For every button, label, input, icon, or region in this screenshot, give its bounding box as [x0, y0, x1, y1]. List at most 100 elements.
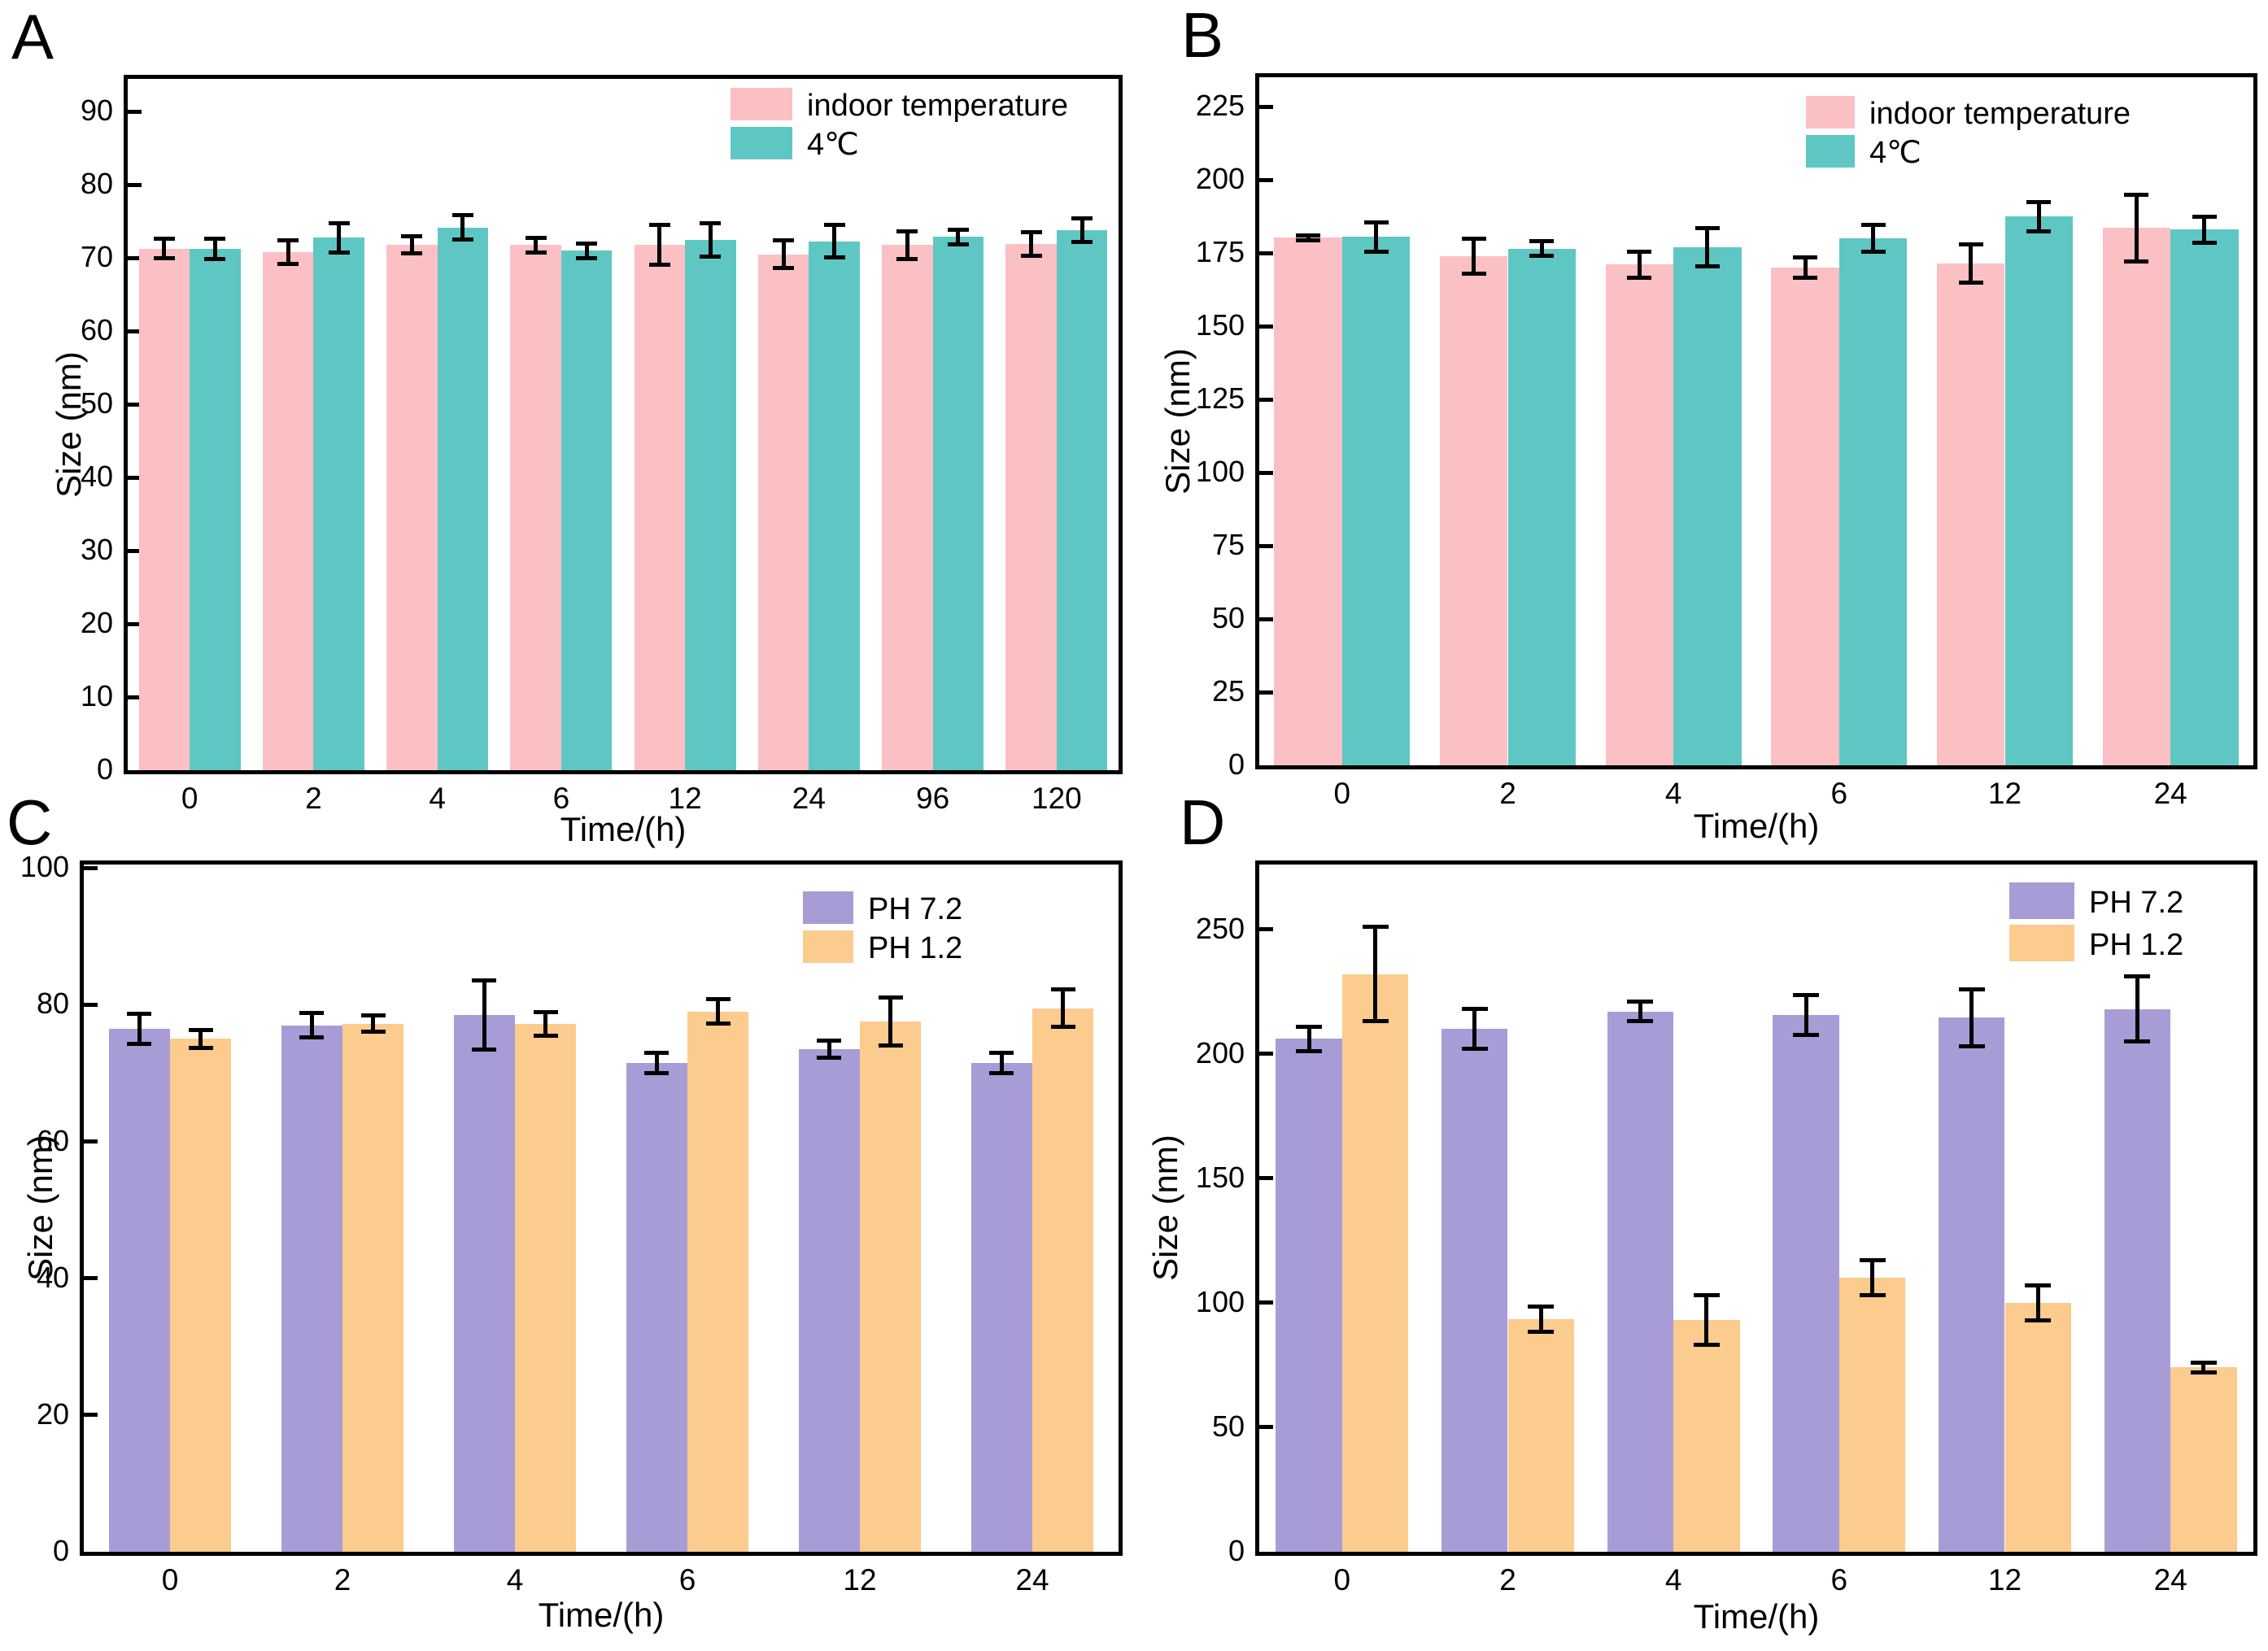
x-axis-tick-label: 12: [843, 1563, 877, 1597]
bar: [1005, 244, 1057, 770]
error-bar-cap-top: [648, 223, 670, 228]
error-bar-cap-top: [1362, 925, 1389, 930]
error-bar-line: [2135, 976, 2139, 1042]
bar: [1673, 246, 1742, 765]
error-bar-line: [2201, 1362, 2206, 1373]
error-bar-cap-top: [360, 1013, 386, 1018]
error-bar-cap-top: [1793, 993, 1820, 998]
x-axis-tick-label: 2: [334, 1563, 351, 1597]
y-axis-tick-label: 50: [1211, 601, 1245, 634]
bar: [882, 245, 933, 770]
bar: [626, 1062, 687, 1552]
error-bar-cap-top: [1296, 1024, 1323, 1029]
bar: [1673, 1320, 1740, 1552]
y-axis-tick: [84, 1002, 98, 1007]
error-bar-cap-bottom: [2026, 229, 2052, 233]
bar: [1773, 1015, 1839, 1552]
error-bar-cap-top: [1627, 249, 1652, 254]
bar: [190, 248, 241, 770]
bar: [138, 248, 190, 770]
bar: [262, 252, 314, 770]
y-axis-tick: [128, 402, 142, 407]
error-bar-line: [1704, 1295, 1709, 1345]
error-bar-line: [482, 980, 486, 1049]
error-bar-cap-bottom: [1627, 1019, 1654, 1024]
x-axis-tick-label: 12: [1987, 1563, 2022, 1597]
error-bar-cap-bottom: [2124, 259, 2149, 264]
bar: [2104, 1008, 2171, 1552]
error-bar-cap-top: [1529, 239, 1555, 244]
error-bar-line: [371, 1015, 376, 1032]
error-bar-cap-bottom: [1362, 1019, 1389, 1024]
bar: [2170, 229, 2239, 765]
bar: [687, 1011, 749, 1552]
bar: [453, 1014, 515, 1552]
error-bar-line: [1029, 232, 1034, 256]
error-bar-cap-top: [153, 237, 175, 242]
bar: [685, 239, 736, 770]
error-bar-line: [708, 223, 713, 257]
panel-d-y-axis-title: Size (nm): [1146, 1135, 1184, 1281]
error-bar-cap-bottom: [204, 256, 226, 261]
error-bar-cap-bottom: [1958, 1043, 1985, 1048]
y-axis-tick-label: 200: [1195, 1035, 1245, 1069]
y-axis-tick: [1259, 1300, 1273, 1305]
bar: [560, 250, 613, 770]
error-bar-cap-bottom: [2192, 240, 2217, 245]
error-bar-cap-top: [576, 241, 598, 246]
y-axis-tick: [128, 621, 142, 626]
error-bar-cap-top: [299, 1010, 325, 1015]
error-bar-cap-top: [700, 220, 722, 225]
y-axis-tick: [1259, 1052, 1273, 1056]
y-axis-tick-label: 60: [80, 313, 113, 347]
y-axis-tick: [84, 865, 98, 870]
bar: [108, 1028, 170, 1552]
bar: [386, 245, 438, 770]
error-bar-line: [309, 1013, 314, 1038]
error-bar-cap-bottom: [299, 1035, 325, 1040]
error-bar-cap-top: [1693, 1293, 1720, 1298]
legend-swatch: [2009, 882, 2074, 919]
y-axis-tick-label: 10: [80, 679, 113, 713]
error-bar-line: [1705, 228, 1710, 267]
legend-label: PH 1.2: [868, 931, 963, 965]
error-bar-line: [543, 1012, 548, 1036]
x-axis-tick-label: 6: [1830, 1563, 1848, 1597]
y-axis-tick: [84, 1413, 98, 1418]
error-bar-cap-bottom: [2124, 1039, 2151, 1043]
bar: [510, 245, 561, 770]
y-axis-tick-label: 70: [80, 240, 113, 274]
y-axis-tick-label: 175: [1195, 235, 1245, 268]
y-axis-tick: [1259, 543, 1273, 548]
error-bar-line: [1538, 1306, 1543, 1332]
error-bar-line: [2036, 202, 2041, 231]
x-axis-tick-label: 6: [552, 782, 570, 815]
error-bar-line: [716, 999, 721, 1024]
error-bar-line: [1803, 995, 1808, 1035]
error-bar-cap-top: [451, 212, 473, 217]
error-bar-cap-bottom: [1694, 264, 1720, 268]
x-axis-tick-label: 6: [678, 1563, 696, 1597]
y-axis-tick: [1259, 104, 1273, 109]
y-axis-tick-label: 225: [1195, 89, 1245, 122]
y-axis-tick-label: 0: [52, 1534, 69, 1567]
x-axis-tick-label: 4: [1664, 1563, 1682, 1597]
bar: [1341, 237, 1411, 765]
error-bar-line: [1539, 241, 1544, 256]
error-bar-line: [286, 240, 290, 264]
error-bar-cap-top: [1363, 220, 1389, 224]
y-axis-tick-label: 200: [1195, 162, 1245, 195]
panel-b-x-axis-title: Time/(h): [1693, 807, 1820, 845]
y-axis-tick: [84, 1139, 98, 1144]
y-axis-tick-label: 50: [80, 386, 113, 420]
y-axis-tick-label: 40: [36, 1260, 69, 1294]
legend-swatch: [731, 127, 792, 159]
error-bar-cap-bottom: [1693, 1343, 1720, 1348]
legend-swatch: [731, 88, 792, 120]
panel-b-letter: B: [1181, 0, 1224, 71]
y-axis-tick: [1259, 927, 1273, 932]
y-axis-tick: [1259, 616, 1273, 621]
error-bar-line: [1871, 224, 1876, 252]
y-axis-tick-label: 150: [1195, 1160, 1245, 1194]
error-bar-line: [2202, 216, 2207, 243]
